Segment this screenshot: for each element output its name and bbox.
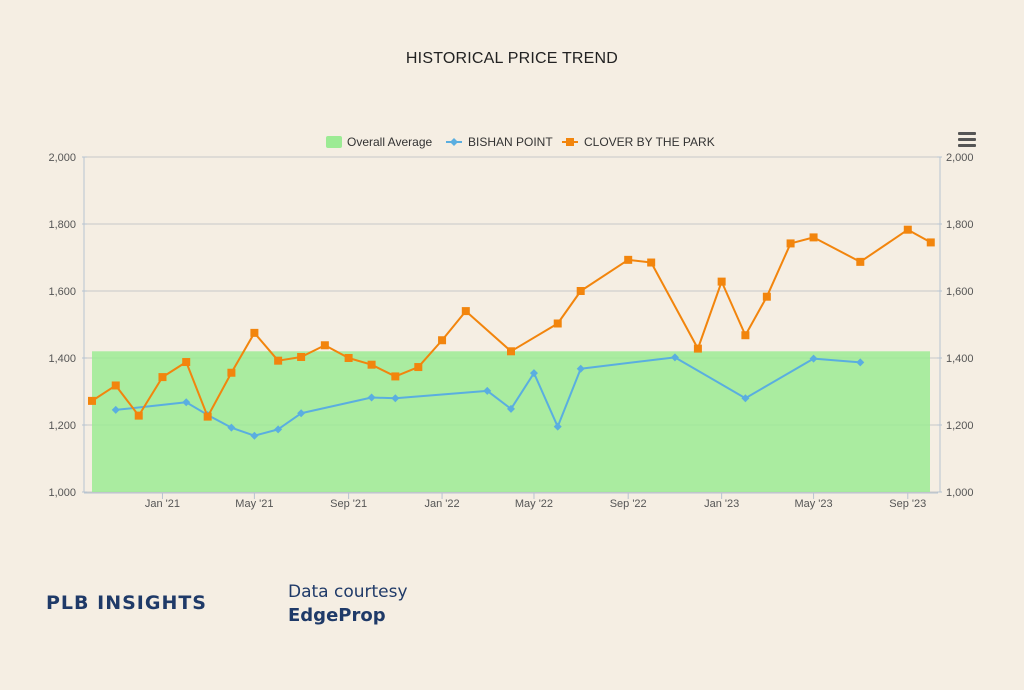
data-point-diamond bbox=[529, 369, 538, 378]
menu-bar bbox=[958, 132, 976, 135]
data-point-diamond bbox=[670, 353, 679, 362]
data-point-square bbox=[320, 341, 329, 350]
x-tick-label: May '23 bbox=[794, 498, 832, 510]
data-point-square bbox=[741, 331, 750, 340]
data-point-square bbox=[391, 372, 400, 381]
data-point-diamond bbox=[576, 364, 585, 373]
y-tick-label-right: 1,200 bbox=[946, 420, 974, 432]
y-tick-label-right: 1,800 bbox=[946, 219, 974, 231]
data-point-square bbox=[203, 412, 212, 421]
x-tick-label: Jan '21 bbox=[145, 498, 180, 510]
courtesy-source: EdgeProp bbox=[288, 605, 386, 626]
data-point-square bbox=[693, 344, 702, 353]
data-point-diamond bbox=[182, 398, 191, 407]
y-tick-label-left: 1,200 bbox=[48, 420, 76, 432]
data-point-diamond bbox=[507, 404, 515, 413]
data-point-square bbox=[88, 396, 96, 405]
y-tick-label-right: 1,000 bbox=[946, 487, 974, 499]
x-tick-label: May '22 bbox=[515, 498, 553, 510]
data-point-square bbox=[903, 225, 912, 234]
data-point-square bbox=[717, 277, 726, 286]
data-point-diamond bbox=[367, 393, 376, 402]
data-point-diamond bbox=[856, 358, 865, 367]
data-point-square bbox=[227, 368, 236, 377]
x-tick-label: Jan '23 bbox=[704, 498, 739, 510]
legend-label-series: BISHAN POINT bbox=[468, 135, 553, 149]
data-point-diamond bbox=[391, 394, 400, 403]
data-point-square bbox=[786, 239, 795, 248]
data-point-square bbox=[182, 358, 191, 367]
data-point-square bbox=[438, 336, 447, 345]
overall-average-band bbox=[92, 351, 930, 492]
legend-marker-square bbox=[566, 138, 574, 146]
x-tick-label: Sep '23 bbox=[889, 498, 926, 510]
y-tick-label-left: 1,400 bbox=[48, 353, 76, 365]
data-point-square bbox=[297, 352, 306, 361]
data-point-square bbox=[624, 255, 633, 264]
data-point-square bbox=[158, 373, 167, 382]
series-line-bishan-point bbox=[115, 356, 861, 437]
data-point-diamond bbox=[111, 405, 120, 414]
legend-label-series: CLOVER BY THE PARK bbox=[584, 135, 715, 149]
data-point-diamond bbox=[250, 431, 259, 440]
y-tick-label-right: 1,400 bbox=[946, 353, 974, 365]
menu-icon[interactable] bbox=[958, 132, 976, 148]
x-tick-label: Jan '22 bbox=[424, 498, 459, 510]
legend-swatch-average bbox=[326, 136, 342, 148]
data-point-square bbox=[856, 257, 865, 266]
data-point-square bbox=[414, 363, 423, 372]
data-point-square bbox=[647, 258, 656, 267]
y-tick-label-right: 2,000 bbox=[946, 152, 974, 164]
data-point-diamond bbox=[809, 354, 818, 363]
data-point-square bbox=[762, 292, 771, 301]
courtesy-label: Data courtesy bbox=[288, 582, 408, 602]
data-point-square bbox=[134, 411, 143, 420]
data-point-diamond bbox=[483, 386, 492, 395]
axes: 1,000 1,000 1,200 1,200 1,400 1,400 1,600 1,600… bbox=[48, 152, 973, 510]
brand-logo-text: PLB INSIGHTS bbox=[46, 592, 207, 614]
data-point-diamond bbox=[227, 423, 236, 432]
series bbox=[88, 225, 935, 440]
data-point-diamond bbox=[297, 409, 306, 418]
data-point-square bbox=[461, 307, 470, 316]
data-point-square bbox=[507, 347, 515, 356]
data-point-square bbox=[367, 360, 376, 369]
y-tick-label-left: 1,000 bbox=[48, 487, 76, 499]
chart-title: HISTORICAL PRICE TREND bbox=[405, 50, 619, 67]
y-tick-label-left: 1,800 bbox=[48, 219, 76, 231]
data-point-diamond bbox=[274, 425, 283, 434]
y-tick-label-right: 1,600 bbox=[946, 286, 974, 298]
legend-label-average: Overall Average bbox=[347, 135, 432, 149]
x-tick-label: May '21 bbox=[235, 498, 273, 510]
y-tick-label-left: 1,600 bbox=[48, 286, 76, 298]
menu-bar bbox=[958, 138, 976, 141]
data-point-square bbox=[250, 328, 259, 337]
x-tick-label: Sep '22 bbox=[610, 498, 647, 510]
data-point-square bbox=[344, 354, 353, 362]
data-point-square bbox=[274, 356, 283, 365]
legend-marker-diamond bbox=[450, 138, 458, 146]
data-point-square bbox=[553, 319, 562, 328]
average-band bbox=[92, 351, 930, 492]
y-tick-label-left: 2,000 bbox=[48, 152, 76, 164]
x-tick-label: Sep '21 bbox=[330, 498, 367, 510]
data-point-square bbox=[111, 381, 120, 390]
menu-bar bbox=[958, 144, 976, 147]
data-point-square bbox=[809, 233, 818, 242]
data-point-square bbox=[576, 287, 585, 295]
legend[interactable]: Overall Average BISHAN POINT CLOVER BY THE… bbox=[326, 135, 715, 149]
data-point-diamond bbox=[741, 394, 750, 403]
data-point-square bbox=[926, 238, 935, 247]
data-point-diamond bbox=[553, 422, 562, 431]
